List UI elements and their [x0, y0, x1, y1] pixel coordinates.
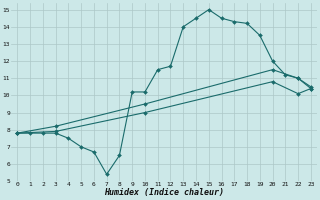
X-axis label: Humidex (Indice chaleur): Humidex (Indice chaleur) [104, 188, 224, 197]
